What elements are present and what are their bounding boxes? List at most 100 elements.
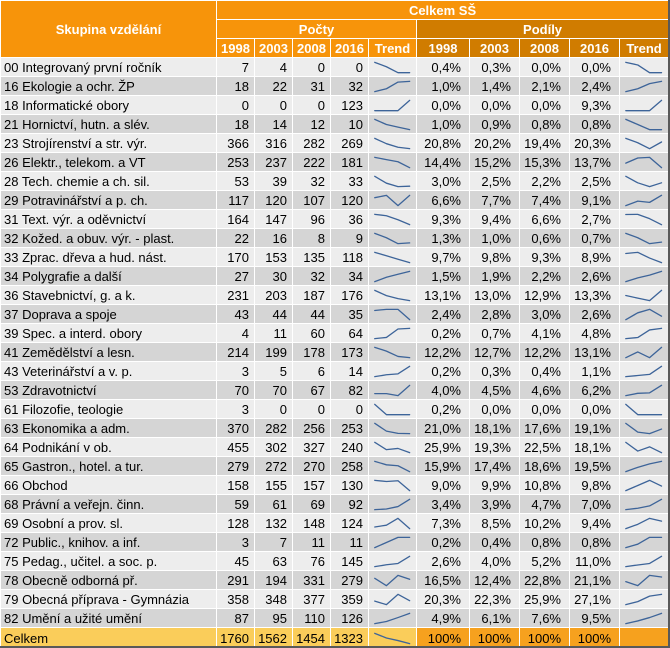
pocty-trend-header: Trend	[368, 38, 417, 58]
share-cell: 1,0%	[416, 76, 470, 96]
table-row: 41 Zemědělství a lesn. 214 199 178 173 12,2% 1…	[0, 342, 668, 362]
row-label: 79 Obecná příprava - Gymnázia	[0, 589, 217, 609]
count-cell: 82	[330, 380, 369, 400]
trend-sparkline	[374, 194, 411, 207]
row-label: 32 Kožed. a obuv. výr. - plast.	[0, 228, 217, 248]
trend-sparkline	[625, 517, 663, 530]
share-cell: 0,0%	[519, 399, 570, 419]
count-cell: 279	[216, 456, 255, 476]
share-cell: 4,8%	[569, 323, 620, 343]
share-cell: 12,7%	[469, 342, 520, 362]
count-trend-cell	[368, 114, 417, 134]
row-label: 66 Obchod	[0, 475, 217, 495]
table-row: 61 Filozofie, teologie 3 0 0 0 0,2% 0,0% 0,0% 0,…	[0, 399, 668, 419]
count-cell: 87	[216, 608, 255, 628]
pocty-year-header: 2003	[254, 38, 293, 58]
table-row: 34 Polygrafie a další 27 30 32 34 1,5% 1,9% 2,2…	[0, 266, 668, 286]
share-cell: 16,5%	[416, 570, 470, 590]
count-cell: 279	[330, 570, 369, 590]
share-cell: 9,3%	[416, 209, 470, 229]
trend-sparkline	[374, 460, 411, 473]
count-cell: 70	[254, 380, 293, 400]
table-body: 00 Integrovaný první ročník 7 4 0 0 0,4% 0,3% 0…	[0, 57, 668, 628]
share-trend-cell	[618, 532, 668, 552]
share-cell: 2,1%	[519, 76, 570, 96]
podily-year-header: 2016	[569, 38, 620, 58]
table-row: 75 Pedag., učitel. a soc. p. 45 63 76 145 2,6…	[0, 551, 668, 571]
count-cell: 11	[330, 532, 369, 552]
trend-sparkline	[374, 289, 411, 302]
count-trend-cell	[368, 266, 417, 286]
total-label: Celkem	[0, 627, 217, 646]
count-cell: 6	[292, 361, 331, 381]
count-trend-cell	[368, 76, 417, 96]
count-cell: 69	[292, 494, 331, 514]
share-cell: 7,0%	[569, 494, 620, 514]
share-cell: 15,9%	[416, 456, 470, 476]
share-cell: 7,6%	[519, 608, 570, 628]
row-label: 43 Veterinářství a v. p.	[0, 361, 217, 381]
count-cell: 176	[330, 285, 369, 305]
table-row: 82 Umění a užité umění 87 95 110 126 4,9% 6,1%…	[0, 608, 668, 628]
trend-sparkline	[374, 441, 411, 454]
share-cell: 8,5%	[469, 513, 520, 533]
share-trend-cell	[618, 342, 668, 362]
share-cell: 0,0%	[469, 95, 520, 115]
trend-sparkline	[625, 118, 663, 131]
share-cell: 0,4%	[519, 361, 570, 381]
count-cell: 0	[292, 399, 331, 419]
table-row: 33 Zprac. dřeva a hud. nást. 170 153 135 118…	[0, 247, 668, 267]
share-cell: 20,3%	[569, 133, 620, 153]
count-cell: 107	[292, 190, 331, 210]
trend-sparkline	[374, 137, 411, 150]
trend-sparkline	[374, 270, 411, 283]
count-cell: 302	[254, 437, 293, 457]
trend-sparkline	[374, 327, 411, 340]
row-label: 41 Zemědělství a lesn.	[0, 342, 217, 362]
count-cell: 214	[216, 342, 255, 362]
share-cell: 9,7%	[416, 247, 470, 267]
count-cell: 124	[330, 513, 369, 533]
trend-sparkline	[625, 479, 663, 492]
share-cell: 2,6%	[569, 266, 620, 286]
count-cell: 366	[216, 133, 255, 153]
table-row: 16 Ekologie a ochr. ŽP 18 22 31 32 1,0% 1,4% 2,…	[0, 76, 668, 96]
count-trend-cell	[368, 209, 417, 229]
count-cell: 16	[254, 228, 293, 248]
trend-sparkline	[625, 80, 663, 93]
share-cell: 0,4%	[469, 532, 520, 552]
share-cell: 4,9%	[416, 608, 470, 628]
table-row: 72 Public., knihov. a inf. 3 7 11 11 0,2% 0,4%…	[0, 532, 668, 552]
trend-sparkline	[374, 232, 411, 245]
total-count-cell: 1323	[330, 627, 369, 646]
table-row: 21 Hornictví, hutn. a slév. 18 14 12 10 1,0% 0…	[0, 114, 668, 134]
share-cell: 0,2%	[416, 532, 470, 552]
count-cell: 269	[330, 133, 369, 153]
count-cell: 0	[292, 95, 331, 115]
total-count-cell: 1760	[216, 627, 255, 646]
count-trend-cell	[368, 608, 417, 628]
count-cell: 132	[254, 513, 293, 533]
count-cell: 282	[254, 418, 293, 438]
share-cell: 9,3%	[519, 247, 570, 267]
share-cell: 19,4%	[519, 133, 570, 153]
trend-sparkline	[374, 308, 411, 321]
share-cell: 18,1%	[469, 418, 520, 438]
share-trend-cell	[618, 361, 668, 381]
count-cell: 327	[292, 437, 331, 457]
count-cell: 110	[292, 608, 331, 628]
share-cell: 5,2%	[519, 551, 570, 571]
count-cell: 5	[254, 361, 293, 381]
trend-sparkline	[625, 232, 663, 245]
share-trend-cell	[618, 95, 668, 115]
row-label: 23 Strojírenství a str. výr.	[0, 133, 217, 153]
share-trend-cell	[618, 171, 668, 191]
share-cell: 22,5%	[519, 437, 570, 457]
share-cell: 19,1%	[569, 418, 620, 438]
total-count-cell: 1562	[254, 627, 293, 646]
count-cell: 237	[254, 152, 293, 172]
count-cell: 4	[254, 57, 293, 77]
trend-sparkline	[625, 384, 663, 397]
share-trend-cell	[618, 399, 668, 419]
count-cell: 145	[330, 551, 369, 571]
